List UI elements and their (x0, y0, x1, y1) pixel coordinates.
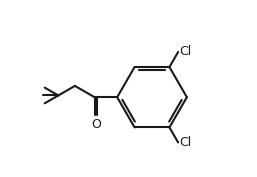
Text: Cl: Cl (179, 136, 191, 149)
Text: O: O (91, 118, 101, 131)
Text: Cl: Cl (179, 45, 191, 58)
